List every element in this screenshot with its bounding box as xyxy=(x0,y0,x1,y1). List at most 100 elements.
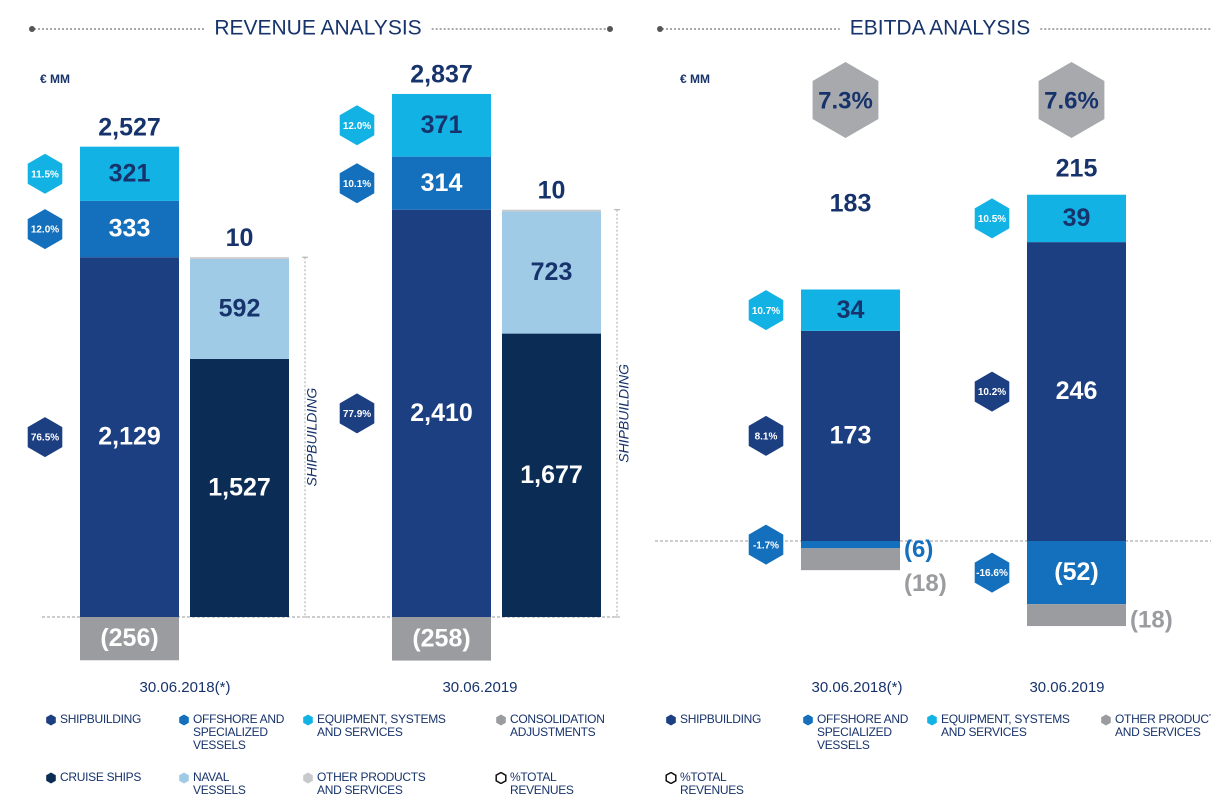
legend-item: EQUIPMENT, SYSTEMS AND SERVICES xyxy=(926,713,1076,739)
legend-hexagon xyxy=(666,714,676,726)
share-hexagon xyxy=(339,393,375,434)
bar-segment xyxy=(801,289,900,331)
share-hexagon xyxy=(339,163,375,204)
bar-segment xyxy=(80,617,179,661)
legend-hexagon xyxy=(803,714,813,726)
bar-segment xyxy=(80,200,179,258)
legend-item: OFFSHORE AND SPECIALIZED VESSELS xyxy=(178,713,288,752)
legend-marker xyxy=(665,772,677,784)
x-tick-label: 30.06.2019 xyxy=(1029,679,1104,696)
bar-segment xyxy=(190,257,289,259)
segment-label: (258) xyxy=(412,624,470,652)
legend-hexagon xyxy=(46,772,56,784)
segment-label: 10 xyxy=(226,224,254,252)
legend-item: EQUIPMENT, SYSTEMS AND SERVICES xyxy=(302,713,452,739)
x-tick-label: 30.06.2019 xyxy=(442,679,517,696)
bar-segment xyxy=(502,211,601,334)
chart-title: REVENUE ANALYSIS xyxy=(214,17,421,40)
legend-label: EQUIPMENT, SYSTEMS AND SERVICES xyxy=(941,712,1070,739)
bar-segment xyxy=(392,156,491,210)
share-label: 11.5% xyxy=(31,169,59,180)
share-label: 10.7% xyxy=(752,306,780,317)
share-label: 77.9% xyxy=(343,409,371,420)
title-dot xyxy=(607,26,613,32)
legend-marker xyxy=(1101,714,1111,726)
segment-label: 321 xyxy=(109,159,151,187)
bar-segment xyxy=(80,257,179,617)
margin-label: 7.3% xyxy=(818,87,873,114)
legend-label: CONSOLIDATION ADJUSTMENTS xyxy=(510,712,605,739)
bar-segment xyxy=(1027,541,1126,605)
legend-item: CONSOLIDATION ADJUSTMENTS xyxy=(495,713,610,739)
bar-segment xyxy=(190,258,289,359)
bar-segment xyxy=(801,548,900,571)
total-label: 2,837 xyxy=(410,61,473,89)
legend-marker xyxy=(179,714,189,726)
legend-marker xyxy=(927,714,937,726)
legend-hexagon xyxy=(496,714,506,726)
segment-label: 246 xyxy=(1056,377,1098,405)
legend-marker xyxy=(666,714,676,726)
share-label: 10.2% xyxy=(978,387,1006,398)
legend-item: %TOTAL REVENUES xyxy=(495,771,580,797)
total-label: 215 xyxy=(1056,155,1098,183)
total-label: 183 xyxy=(830,190,872,218)
segment-label: 592 xyxy=(219,295,261,323)
share-hexagon xyxy=(974,371,1010,412)
legend-hexagon xyxy=(927,714,937,726)
legend-label: SHIPBUILDING xyxy=(680,712,762,726)
segment-label: (6) xyxy=(904,536,933,563)
segment-label: (52) xyxy=(1054,558,1098,586)
segment-label: (18) xyxy=(1130,606,1173,633)
legend-label: OFFSHORE AND SPECIALIZED VESSELS xyxy=(817,712,909,752)
x-tick-label: 30.06.2018(*) xyxy=(140,679,231,696)
share-label: 8.1% xyxy=(755,432,778,443)
share-hexagon xyxy=(27,153,63,194)
legend-item: SHIPBUILDING xyxy=(665,713,775,726)
legend-hexagon xyxy=(179,772,189,784)
share-hexagon xyxy=(748,415,784,456)
segment-label: 1,527 xyxy=(208,474,271,502)
legend-hexagon xyxy=(303,714,313,726)
segment-label: 2,129 xyxy=(98,423,161,451)
share-hexagon xyxy=(339,105,375,146)
legend-marker xyxy=(303,772,313,784)
share-hexagon xyxy=(974,198,1010,239)
legend-item: CRUISE SHIPS xyxy=(45,771,160,784)
chart-title: EBITDA ANALYSIS xyxy=(850,17,1031,40)
segment-label: 10 xyxy=(538,176,566,204)
share-label: -16.6% xyxy=(976,568,1008,579)
legend-label: EQUIPMENT, SYSTEMS AND SERVICES xyxy=(317,712,446,739)
legend-label: NAVAL VESSELS xyxy=(193,770,246,797)
legend-label: OTHER PRODUCTS AND SERVICES xyxy=(1115,712,1211,739)
bracket-label: SHIPBUILDING xyxy=(616,364,632,463)
bar-segment xyxy=(1027,604,1126,627)
bar-segment xyxy=(392,93,491,157)
bar-segment xyxy=(190,358,289,617)
segment-label: (256) xyxy=(100,624,158,652)
legend-hexagon xyxy=(1101,714,1111,726)
legend-label: %TOTAL REVENUES xyxy=(510,770,574,797)
share-label: 12.0% xyxy=(31,225,59,236)
legend-item: OFFSHORE AND SPECIALIZED VESSELS xyxy=(802,713,912,752)
share-hexagon xyxy=(27,417,63,458)
total-label: 2,527 xyxy=(98,113,161,141)
legend-label: CRUISE SHIPS xyxy=(60,770,142,784)
legend-marker xyxy=(496,714,506,726)
share-label: 12.0% xyxy=(343,121,371,132)
x-tick-label: 30.06.2018(*) xyxy=(812,679,903,696)
share-label: 10.1% xyxy=(343,179,371,190)
title-dot xyxy=(657,26,663,32)
legend-marker xyxy=(46,714,56,726)
legend-label: OTHER PRODUCTS AND SERVICES xyxy=(317,770,426,797)
bar-segment xyxy=(502,333,601,617)
bar-segment xyxy=(80,146,179,201)
bar-segment xyxy=(392,209,491,617)
bracket-label: SHIPBUILDING xyxy=(304,388,320,487)
segment-label: 723 xyxy=(531,258,573,286)
bar-segment xyxy=(1027,242,1126,542)
legend-item: OTHER PRODUCTS AND SERVICES xyxy=(1100,713,1211,739)
legend-marker xyxy=(803,714,813,726)
margin-hexagon xyxy=(1038,62,1105,138)
